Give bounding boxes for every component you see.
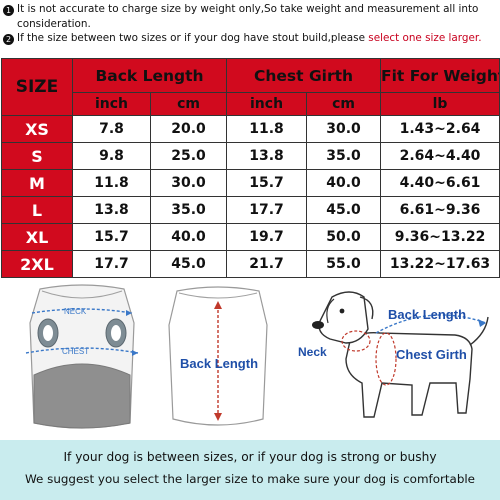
- weight-range: 2.64~4.40: [380, 142, 500, 170]
- back-length-cm: 20.0: [149, 115, 228, 143]
- back-length-cm: 40.0: [149, 223, 228, 251]
- back-length-cm: 45.0: [149, 250, 228, 278]
- note-2: 2 If the size between two sizes or if you…: [3, 31, 497, 46]
- weight-header: Fit For Weight: [380, 58, 500, 93]
- chest-girth-inch: 17.7: [226, 196, 308, 224]
- size-cell: M: [1, 169, 73, 197]
- unit-cm: cm: [149, 92, 228, 116]
- footer-banner: If your dog is between sizes, or if your…: [0, 440, 500, 500]
- weight-range: 6.61~9.36: [380, 196, 500, 224]
- garment-back-length-label: Back Length: [180, 356, 259, 371]
- unit-cm: cm: [306, 92, 382, 116]
- back-length-inch: 15.7: [72, 223, 151, 251]
- note-2-text: If the size between two sizes or if your…: [17, 32, 369, 44]
- chest-girth-cm: 50.0: [306, 223, 382, 251]
- chest-girth-cm: 30.0: [306, 115, 382, 143]
- back-length-cm: 30.0: [149, 169, 228, 197]
- back-length-cm: 35.0: [149, 196, 228, 224]
- weight-range: 13.22~17.63: [380, 250, 500, 278]
- garment-back-illustration: [168, 286, 268, 426]
- table-row: M 11.8 30.0 15.7 40.0 4.40~6.61: [1, 169, 500, 197]
- note-1-bullet: 1: [3, 5, 14, 16]
- chest-girth-cm: 55.0: [306, 250, 382, 278]
- size-header: SIZE: [1, 58, 73, 116]
- dog-illustration: [312, 291, 489, 418]
- unit-lb: lb: [380, 92, 500, 116]
- table-row: XL 15.7 40.0 19.7 50.0 9.36~13.22: [1, 223, 500, 251]
- back-length-inch: 17.7: [72, 250, 151, 278]
- unit-inch: inch: [226, 92, 308, 116]
- back-length-inch: 7.8: [72, 115, 151, 143]
- chest-girth-inch: 13.8: [226, 142, 308, 170]
- table-row: S 9.8 25.0 13.8 35.0 2.64~4.40: [1, 142, 500, 170]
- note-1-continuation: consideration.: [17, 17, 91, 30]
- garment-neck-label: NECK: [64, 307, 87, 316]
- chest-girth-inch: 11.8: [226, 115, 308, 143]
- back-length-header: Back Length: [71, 58, 228, 93]
- note-1: 1 It is not accurate to charge size by we…: [3, 2, 497, 17]
- back-length-inch: 11.8: [72, 169, 151, 197]
- note-1-text: It is not accurate to charge size by wei…: [17, 3, 479, 15]
- size-cell: XS: [1, 115, 73, 143]
- chest-girth-inch: 15.7: [226, 169, 308, 197]
- unit-inch: inch: [72, 92, 151, 116]
- garment-chest-label: CHEST: [62, 347, 90, 356]
- table-row: XS 7.8 20.0 11.8 30.0 1.43~2.64: [1, 115, 500, 143]
- note-2-highlight: select one size larger.: [368, 32, 482, 44]
- footer-line-1: If your dog is between sizes, or if your…: [63, 450, 437, 464]
- note-2-bullet: 2: [3, 34, 14, 45]
- chest-girth-inch: 21.7: [226, 250, 308, 278]
- chest-girth-cm: 45.0: [306, 196, 382, 224]
- weight-range: 1.43~2.64: [380, 115, 500, 143]
- notes-section: 1 It is not accurate to charge size by we…: [0, 0, 500, 62]
- chest-girth-cm: 35.0: [306, 142, 382, 170]
- weight-range: 9.36~13.22: [380, 223, 500, 251]
- chest-girth-header: Chest Girth: [226, 58, 382, 93]
- dog-back-length-label: Back Length: [388, 307, 467, 322]
- table-unit-row: inch cm inch cm lb: [2, 92, 500, 116]
- size-cell: XL: [1, 223, 73, 251]
- table-row: L 13.8 35.0 17.7 45.0 6.61~9.36: [1, 196, 500, 224]
- back-length-inch: 13.8: [72, 196, 151, 224]
- measurement-illustrations: NECK CHEST Back Length Back Length Neck …: [0, 283, 500, 433]
- dog-neck-label: Neck: [298, 345, 327, 359]
- garment-front-illustration: [25, 284, 139, 429]
- size-cell: 2XL: [1, 250, 73, 278]
- size-cell: L: [1, 196, 73, 224]
- size-cell: S: [1, 142, 73, 170]
- table-row: 2XL 17.7 45.0 21.7 55.0 13.22~17.63: [1, 250, 500, 278]
- table-header-row: SIZE Back Length Chest Girth Fit For Wei…: [1, 58, 500, 116]
- chest-girth-cm: 40.0: [306, 169, 382, 197]
- chest-girth-inch: 19.7: [226, 223, 308, 251]
- footer-line-2: We suggest you select the larger size to…: [24, 472, 475, 486]
- back-length-cm: 25.0: [149, 142, 228, 170]
- weight-range: 4.40~6.61: [380, 169, 500, 197]
- dog-chest-girth-label: Chest Girth: [396, 347, 467, 362]
- back-length-inch: 9.8: [72, 142, 151, 170]
- size-chart-table: SIZE Back Length Chest Girth Fit For Wei…: [1, 58, 500, 278]
